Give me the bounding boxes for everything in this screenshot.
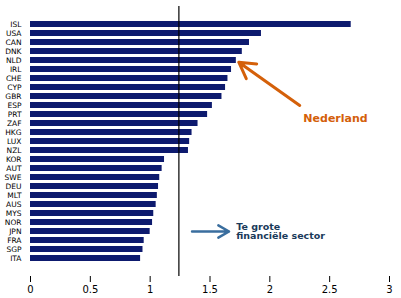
svg-text:IRL: IRL	[10, 65, 22, 74]
svg-text:DEU: DEU	[5, 182, 21, 191]
svg-text:ESP: ESP	[7, 101, 21, 110]
svg-text:HKG: HKG	[5, 128, 22, 137]
svg-text:PRT: PRT	[8, 110, 22, 119]
svg-text:CHE: CHE	[6, 74, 22, 83]
svg-text:1: 1	[147, 284, 153, 295]
svg-text:0.5: 0.5	[82, 284, 98, 295]
svg-text:GBR: GBR	[5, 92, 21, 101]
svg-text:MLT: MLT	[7, 191, 22, 200]
svg-text:MYS: MYS	[6, 209, 22, 218]
svg-text:AUS: AUS	[6, 200, 22, 209]
svg-text:Te grotefinanciële sector: Te grotefinanciële sector	[236, 221, 325, 242]
svg-text:FRA: FRA	[7, 236, 22, 245]
svg-text:AUT: AUT	[6, 164, 22, 173]
svg-text:SWE: SWE	[5, 173, 22, 182]
svg-text:SGP: SGP	[6, 245, 22, 254]
svg-text:KOR: KOR	[6, 155, 22, 164]
svg-text:0: 0	[27, 284, 33, 295]
svg-text:2: 2	[267, 284, 273, 295]
svg-text:LUX: LUX	[7, 137, 21, 146]
svg-text:NLD: NLD	[6, 56, 22, 65]
svg-text:CYP: CYP	[7, 83, 22, 92]
svg-text:ITA: ITA	[10, 254, 22, 263]
svg-text:NZL: NZL	[7, 146, 23, 155]
svg-text:3: 3	[386, 284, 392, 295]
svg-text:CAN: CAN	[6, 38, 22, 47]
svg-text:1.5: 1.5	[202, 284, 218, 295]
svg-text:2.5: 2.5	[322, 284, 338, 295]
svg-text:NOR: NOR	[5, 218, 22, 227]
svg-text:USA: USA	[6, 29, 22, 38]
svg-text:DNK: DNK	[5, 47, 22, 56]
svg-text:JPN: JPN	[8, 227, 21, 236]
svg-text:Nederland: Nederland	[303, 112, 367, 125]
svg-text:ZAF: ZAF	[7, 119, 22, 128]
svg-text:ISL: ISL	[10, 20, 22, 29]
